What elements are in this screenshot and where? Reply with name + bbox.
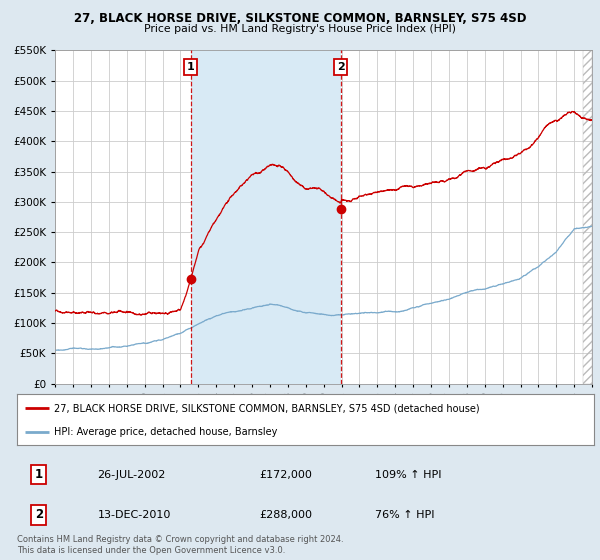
Text: 1: 1 bbox=[187, 62, 194, 72]
Text: 76% ↑ HPI: 76% ↑ HPI bbox=[374, 510, 434, 520]
Text: Price paid vs. HM Land Registry's House Price Index (HPI): Price paid vs. HM Land Registry's House … bbox=[144, 24, 456, 34]
Text: 1: 1 bbox=[35, 468, 43, 481]
Text: 2: 2 bbox=[337, 62, 344, 72]
Text: HPI: Average price, detached house, Barnsley: HPI: Average price, detached house, Barn… bbox=[55, 427, 278, 437]
Text: Contains HM Land Registry data © Crown copyright and database right 2024.
This d: Contains HM Land Registry data © Crown c… bbox=[17, 535, 343, 555]
Text: 26-JUL-2002: 26-JUL-2002 bbox=[98, 470, 166, 479]
Text: 2: 2 bbox=[35, 508, 43, 521]
Text: £172,000: £172,000 bbox=[259, 470, 312, 479]
Text: £288,000: £288,000 bbox=[259, 510, 312, 520]
Text: 109% ↑ HPI: 109% ↑ HPI bbox=[374, 470, 441, 479]
Bar bbox=[191, 50, 341, 384]
Text: 27, BLACK HORSE DRIVE, SILKSTONE COMMON, BARNSLEY, S75 4SD: 27, BLACK HORSE DRIVE, SILKSTONE COMMON,… bbox=[74, 12, 526, 25]
Text: 13-DEC-2010: 13-DEC-2010 bbox=[98, 510, 171, 520]
Text: 27, BLACK HORSE DRIVE, SILKSTONE COMMON, BARNSLEY, S75 4SD (detached house): 27, BLACK HORSE DRIVE, SILKSTONE COMMON,… bbox=[55, 403, 480, 413]
